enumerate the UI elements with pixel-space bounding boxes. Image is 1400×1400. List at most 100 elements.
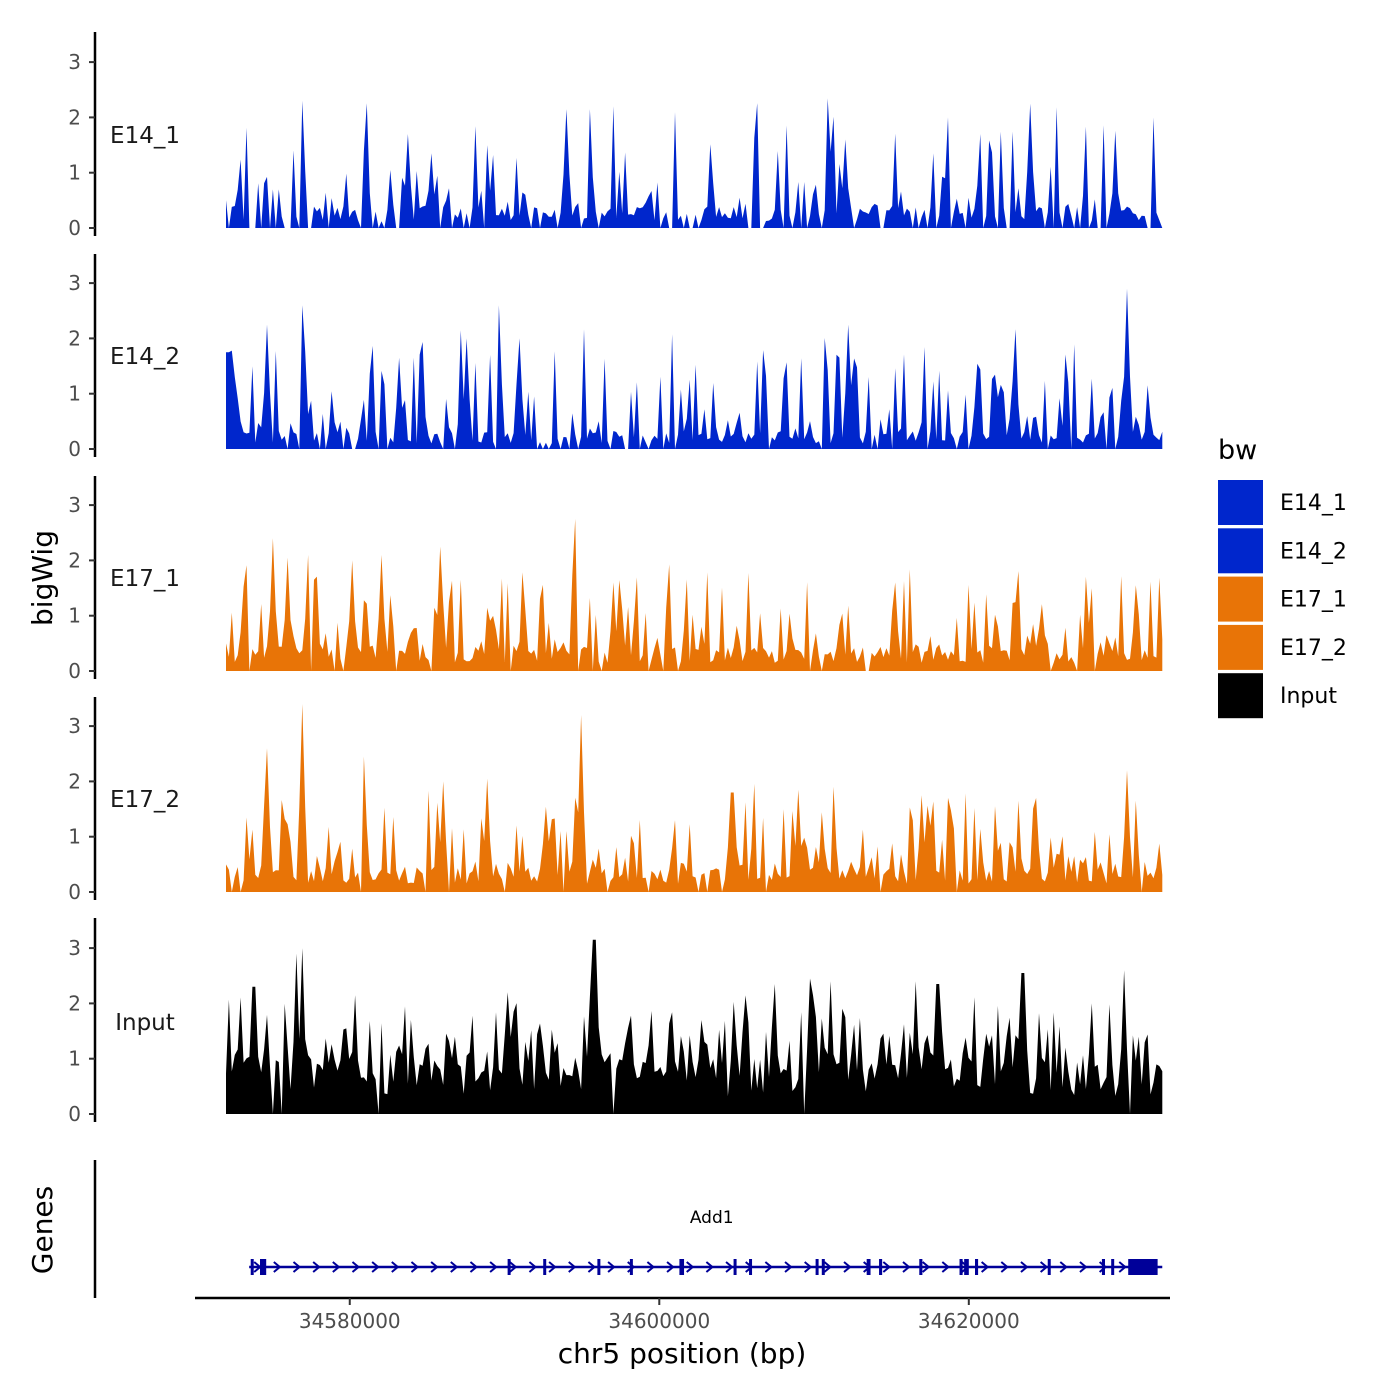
strand-arrow <box>646 1261 655 1273</box>
exon <box>1101 1259 1105 1275</box>
legend-label: E14_1 <box>1280 491 1347 516</box>
exon <box>260 1259 267 1275</box>
strand-arrow <box>273 1261 282 1273</box>
strand-arrow <box>548 1261 557 1273</box>
track-E17_2: 0 1 2 3 E17_2 <box>68 697 1163 904</box>
exon <box>879 1259 883 1275</box>
gene-track: Add1 <box>93 1160 1163 1298</box>
exon <box>250 1259 254 1275</box>
track-E14_2: 0 1 2 3 E14_2 <box>68 254 1163 461</box>
strand-arrow <box>371 1261 380 1273</box>
x-tick-label: 34580000 <box>299 1309 401 1333</box>
strand-arrow <box>450 1261 459 1273</box>
y-tick-label: 0 <box>68 880 81 904</box>
y-tick-label: 2 <box>68 991 81 1015</box>
strand-arrow <box>509 1261 518 1273</box>
y-tick-label: 1 <box>68 1047 81 1071</box>
y-tick-label: 0 <box>68 659 81 683</box>
signal-area-E14_2 <box>226 288 1163 449</box>
signal-area-E17_2 <box>226 704 1163 892</box>
bigwig-tracks: 0 1 2 3 E14_1 0 1 2 3 E14_2 0 1 2 3 E17_1 0 1 2 3 E17_2 0 1 2 3… <box>68 32 1163 1126</box>
y-tick-label: 3 <box>68 493 81 517</box>
strand-arrow <box>764 1261 773 1273</box>
strand-arrow <box>922 1261 931 1273</box>
exon <box>629 1259 633 1275</box>
strand-arrow <box>804 1261 813 1273</box>
track-label: Input <box>115 1010 175 1036</box>
strand-arrow <box>627 1261 636 1273</box>
legend-swatch-E14_1 <box>1218 480 1263 525</box>
strand-arrow <box>587 1261 596 1273</box>
x-axis-title: chr5 position (bp) <box>558 1337 807 1370</box>
exon <box>866 1259 871 1275</box>
strand-arrow <box>528 1261 537 1273</box>
y-tick-label: 1 <box>68 382 81 406</box>
track-Input: 0 1 2 3 Input <box>68 918 1163 1126</box>
y-tick-label: 1 <box>68 825 81 849</box>
y-tick-label: 0 <box>68 216 81 240</box>
exon <box>679 1259 685 1275</box>
legend-swatch-Input <box>1218 673 1263 719</box>
exon <box>821 1259 825 1275</box>
strand-arrow <box>568 1261 577 1273</box>
strand-arrow <box>332 1261 341 1273</box>
legend-label: E17_1 <box>1280 588 1347 613</box>
track-label: E14_2 <box>110 344 180 370</box>
legend: bw E14_1 E14_2 E17_1 E17_2 Input <box>1218 435 1347 719</box>
track-label: E17_2 <box>110 787 180 813</box>
strand-arrow <box>1059 1261 1068 1273</box>
y-tick-label: 1 <box>68 604 81 628</box>
strand-arrow <box>410 1261 420 1273</box>
exon <box>1047 1259 1051 1275</box>
legend-swatch-E17_1 <box>1218 576 1263 622</box>
y-tick-label: 2 <box>68 769 81 793</box>
strand-arrow <box>941 1261 950 1273</box>
strand-arrow <box>1000 1261 1009 1273</box>
legend-swatch-E14_2 <box>1218 528 1263 574</box>
exon <box>919 1259 923 1275</box>
exon <box>1111 1259 1115 1275</box>
exon <box>543 1259 547 1275</box>
strand-arrow <box>1098 1261 1108 1273</box>
legend-title: bw <box>1218 435 1257 466</box>
y-tick-label: 2 <box>68 326 81 350</box>
signal-area-Input <box>226 939 1163 1114</box>
strand-arrow <box>882 1261 891 1273</box>
exon <box>749 1259 753 1275</box>
signal-area-E17_1 <box>226 518 1163 671</box>
gene-name-label: Add1 <box>690 1208 734 1228</box>
strand-arrow <box>705 1261 714 1273</box>
y-tick-label: 1 <box>68 161 81 185</box>
strand-arrow <box>489 1261 498 1273</box>
legend-label: Input <box>1280 684 1337 709</box>
track-E17_1: 0 1 2 3 E17_1 <box>68 476 1163 683</box>
y-tick-label: 3 <box>68 50 81 74</box>
track-label: E14_1 <box>110 123 180 149</box>
exon <box>733 1259 737 1275</box>
strand-arrow <box>980 1261 990 1273</box>
y-tick-label: 0 <box>68 1102 81 1126</box>
y-tick-label: 3 <box>68 714 81 738</box>
strand-arrow <box>469 1261 479 1273</box>
strand-arrow <box>902 1261 911 1273</box>
signal-area-E14_1 <box>226 98 1163 229</box>
strand-arrow <box>1039 1261 1049 1273</box>
strand-arrow <box>1118 1261 1127 1273</box>
strand-arrow <box>823 1261 832 1273</box>
strand-arrow <box>725 1261 734 1273</box>
y-tick-label: 2 <box>68 548 81 572</box>
strand-arrow <box>351 1261 361 1273</box>
exon <box>815 1259 819 1275</box>
strand-arrow <box>686 1261 695 1273</box>
y-tick-label: 0 <box>68 437 81 461</box>
track-E14_1: 0 1 2 3 E14_1 <box>68 32 1163 240</box>
legend-swatch-E17_2 <box>1218 624 1263 670</box>
y-tick-label: 3 <box>68 271 81 295</box>
exon <box>964 1259 969 1275</box>
exon <box>1128 1259 1158 1275</box>
x-tick-label: 34600000 <box>608 1309 710 1333</box>
strand-arrow <box>391 1261 400 1273</box>
x-tick-label: 34620000 <box>918 1309 1020 1333</box>
strand-arrow <box>1020 1261 1029 1273</box>
